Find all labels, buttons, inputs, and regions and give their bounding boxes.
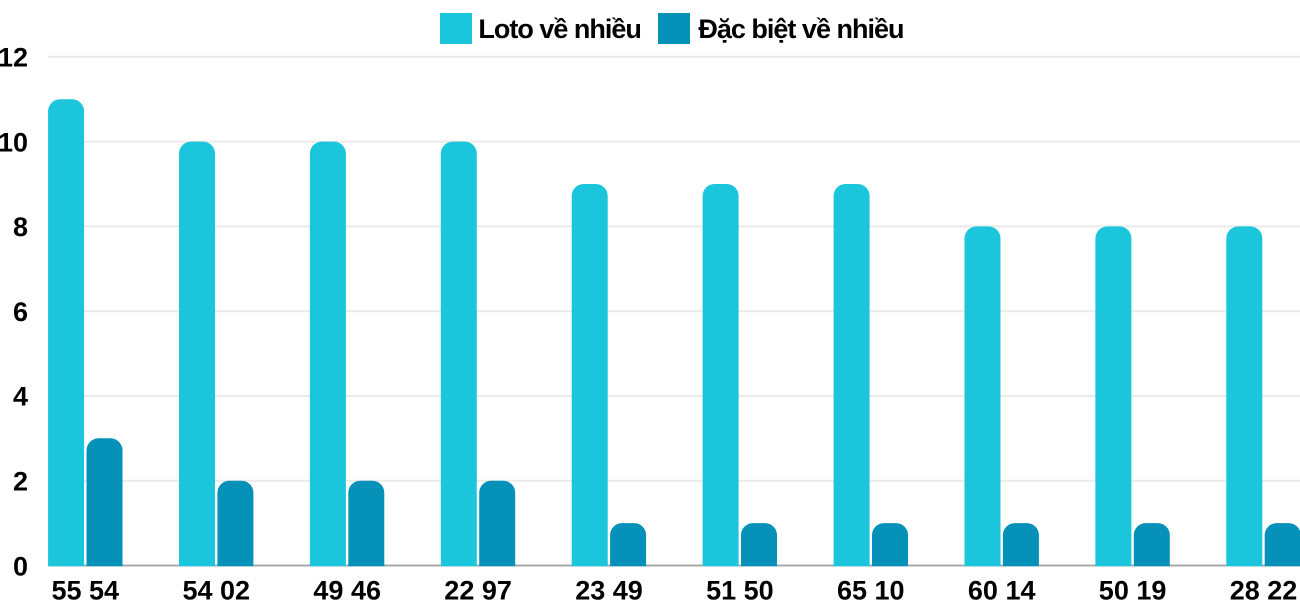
svg-text:22 97: 22 97 [444, 576, 512, 600]
svg-text:8: 8 [13, 212, 28, 242]
svg-text:12: 12 [0, 43, 28, 73]
svg-text:10: 10 [0, 127, 28, 157]
svg-text:54 02: 54 02 [183, 576, 251, 600]
svg-text:2: 2 [13, 467, 28, 497]
svg-text:Đặc biệt về nhiều: Đặc biệt về nhiều [698, 14, 903, 44]
svg-text:28 22: 28 22 [1230, 576, 1298, 600]
svg-text:55 54: 55 54 [52, 576, 120, 600]
svg-text:4: 4 [13, 382, 28, 412]
svg-text:50 19: 50 19 [1099, 576, 1167, 600]
svg-text:65 10: 65 10 [837, 576, 905, 600]
svg-text:0: 0 [13, 551, 28, 581]
svg-text:Loto về nhiều: Loto về nhiều [478, 14, 641, 44]
svg-text:23 49: 23 49 [575, 576, 643, 600]
svg-text:49 46: 49 46 [313, 576, 381, 600]
svg-text:6: 6 [13, 297, 28, 327]
svg-text:60 14: 60 14 [968, 576, 1036, 600]
svg-text:51 50: 51 50 [706, 576, 774, 600]
